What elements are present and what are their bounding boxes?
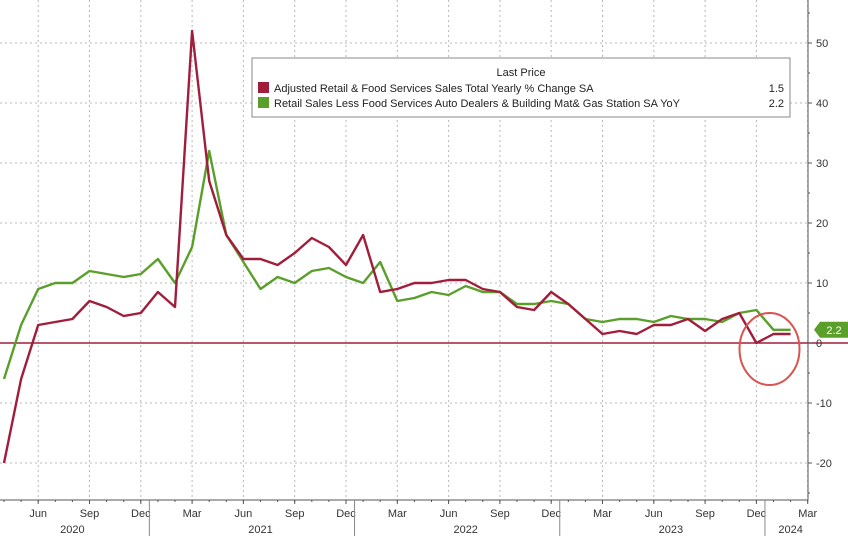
x-year-label: 2022 xyxy=(453,524,477,536)
y-tick-label: -20 xyxy=(816,458,832,470)
x-axis: Jun Sep Dec Mar Jun Sep Dec Mar Jun Sep Dec Mar Jun S… xyxy=(0,499,818,536)
series-layer xyxy=(2,29,791,464)
y-tick-label: 50 xyxy=(816,38,828,50)
x-tick-label: Dec xyxy=(541,508,561,520)
x-tick-label: Sep xyxy=(490,508,510,520)
legend-value-series-0: 1.5 xyxy=(769,83,784,95)
legend-value-series-1: 2.2 xyxy=(769,98,784,110)
x-year-label: 2024 xyxy=(778,524,802,536)
x-tick-label: Mar xyxy=(183,508,202,520)
y-tick-label: 20 xyxy=(816,218,828,230)
last-value-badge xyxy=(814,321,848,338)
annotation-layer xyxy=(738,312,801,386)
x-tick-label: Jun xyxy=(235,508,253,520)
x-tick-label: Sep xyxy=(285,508,305,520)
legend: Last Price Adjusted Retail & Food Servic… xyxy=(251,57,791,118)
legend-swatch-series-0 xyxy=(258,82,269,93)
x-tick-label: Jun xyxy=(440,508,458,520)
y-axis: -20 -10 0 10 20 30 40 50 2.2 xyxy=(807,0,848,500)
x-tick-label: Mar xyxy=(593,508,612,520)
x-tick-label: Jun xyxy=(645,508,663,520)
y-tick-label: 10 xyxy=(816,278,828,290)
legend-box xyxy=(251,57,791,118)
x-tick-label: Dec xyxy=(747,508,767,520)
y-tick-label: 30 xyxy=(816,158,828,170)
x-tick-label: Sep xyxy=(695,508,715,520)
x-year-label: 2023 xyxy=(659,524,683,536)
legend-swatch-series-1 xyxy=(258,97,269,108)
series-line-1 xyxy=(2,149,791,380)
x-year-label: 2021 xyxy=(248,524,272,536)
x-tick-label: Dec xyxy=(131,508,151,520)
last-value-badge-label: 2.2 xyxy=(826,325,841,337)
legend-title: Last Price xyxy=(497,67,546,79)
legend-label-series-1: Retail Sales Less Food Services Auto Dea… xyxy=(274,98,681,110)
y-tick-label: 0 xyxy=(816,338,822,350)
highlight-circle xyxy=(738,312,801,386)
y-tick-label: 40 xyxy=(816,98,828,110)
x-year-label: 2020 xyxy=(60,524,84,536)
x-tick-label: Mar xyxy=(388,508,407,520)
series-line-0 xyxy=(2,29,791,464)
y-tick-label: -10 xyxy=(816,398,832,410)
x-tick-label: Jun xyxy=(29,508,47,520)
legend-label-series-0: Adjusted Retail & Food Services Sales To… xyxy=(274,83,594,95)
x-tick-label: Dec xyxy=(336,508,356,520)
x-tick-label: Sep xyxy=(80,508,100,520)
x-tick-label: Mar xyxy=(798,508,817,520)
